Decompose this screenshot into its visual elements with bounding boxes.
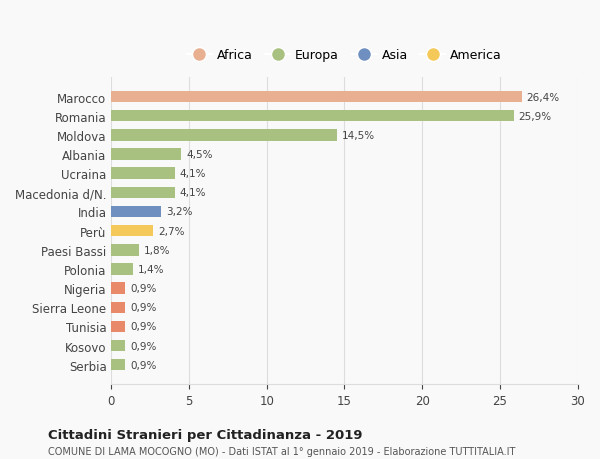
- Text: 0,9%: 0,9%: [130, 322, 157, 332]
- Text: 1,4%: 1,4%: [138, 264, 164, 274]
- Text: 2,7%: 2,7%: [158, 226, 184, 236]
- Text: 4,1%: 4,1%: [180, 169, 206, 179]
- Text: 4,1%: 4,1%: [180, 188, 206, 198]
- Bar: [112, 263, 133, 275]
- Text: 0,9%: 0,9%: [130, 284, 157, 293]
- Text: 0,9%: 0,9%: [130, 341, 157, 351]
- Bar: [112, 130, 337, 141]
- Text: 26,4%: 26,4%: [526, 92, 559, 102]
- Bar: [112, 168, 175, 179]
- Text: 0,9%: 0,9%: [130, 302, 157, 313]
- Text: 25,9%: 25,9%: [518, 112, 551, 122]
- Bar: [112, 302, 125, 313]
- Text: 3,2%: 3,2%: [166, 207, 192, 217]
- Bar: [112, 283, 125, 294]
- Bar: [112, 245, 139, 256]
- Text: 4,5%: 4,5%: [186, 150, 212, 160]
- Bar: [112, 206, 161, 218]
- Bar: [112, 111, 514, 122]
- Text: Cittadini Stranieri per Cittadinanza - 2019: Cittadini Stranieri per Cittadinanza - 2…: [48, 428, 362, 442]
- Bar: [112, 92, 521, 103]
- Bar: [112, 340, 125, 352]
- Bar: [112, 359, 125, 371]
- Bar: [112, 225, 154, 237]
- Text: 1,8%: 1,8%: [144, 245, 170, 255]
- Text: COMUNE DI LAMA MOCOGNO (MO) - Dati ISTAT al 1° gennaio 2019 - Elaborazione TUTTI: COMUNE DI LAMA MOCOGNO (MO) - Dati ISTAT…: [48, 447, 515, 456]
- Text: 0,9%: 0,9%: [130, 360, 157, 370]
- Bar: [112, 321, 125, 332]
- Legend: Africa, Europa, Asia, America: Africa, Europa, Asia, America: [182, 44, 507, 67]
- Text: 14,5%: 14,5%: [341, 130, 374, 140]
- Bar: [112, 187, 175, 199]
- Bar: [112, 149, 181, 160]
